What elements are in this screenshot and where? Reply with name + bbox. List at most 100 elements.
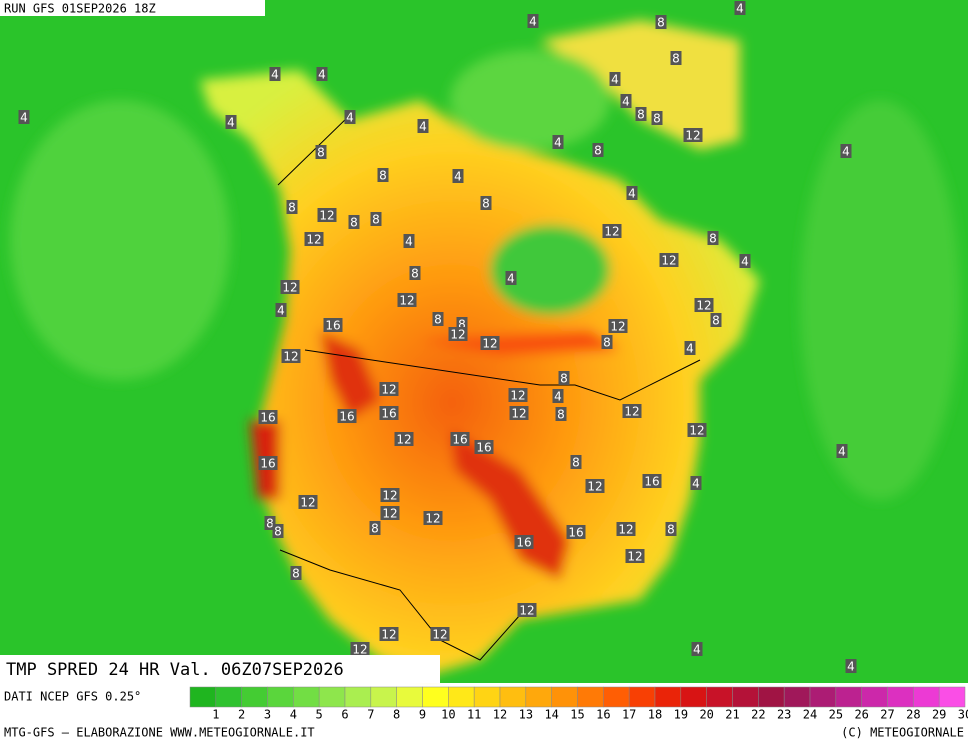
legend-swatch — [628, 686, 656, 708]
contour-label: 8 — [672, 52, 680, 66]
contour-label: 8 — [274, 525, 282, 539]
label-box — [690, 476, 702, 490]
label-box — [836, 444, 848, 458]
contour-label: 12 — [689, 424, 704, 438]
label-box — [315, 145, 327, 159]
legend: DATI NCEP GFS 0.25° 1 2 3 4 5 6 7 8 9 10 11 12 13 14 1… — [4, 686, 968, 722]
contour-label: 4 — [686, 342, 694, 356]
contour-label: 4 — [20, 111, 28, 125]
contour-label: 12 — [396, 433, 411, 447]
contour-label: 12 — [510, 389, 525, 403]
contour-label: 8 — [667, 523, 675, 537]
label-box — [304, 232, 324, 246]
contour-label: 12 — [425, 512, 440, 526]
legend-swatch — [370, 686, 397, 708]
label-box — [280, 280, 300, 294]
legend-tick-label: 19 — [674, 708, 688, 722]
contour-label: 12 — [432, 628, 447, 642]
contour-label: 8 — [379, 169, 387, 183]
legend-swatch — [603, 686, 630, 708]
contour-label: 12 — [352, 643, 367, 657]
legend-tick-label: 1 — [212, 708, 219, 722]
label-box — [517, 603, 537, 617]
contour-label: 12 — [382, 507, 397, 521]
contour-label: 12 — [627, 550, 642, 564]
label-box — [450, 432, 470, 446]
legend-swatch — [267, 686, 294, 708]
contour-label: 12 — [519, 604, 534, 618]
contour-label: 8 — [482, 197, 490, 211]
contour-label: 8 — [653, 112, 661, 126]
title-box — [0, 0, 265, 16]
contour-label: 8 — [637, 108, 645, 122]
map-caption: TMP SPRED 24 HR Val. 06Z07SEP2026 — [6, 660, 344, 680]
label-box — [558, 371, 570, 385]
label-box — [707, 231, 719, 245]
label-box — [585, 479, 605, 493]
contour-label: 12 — [399, 294, 414, 308]
label-box — [694, 298, 714, 312]
label-box — [552, 389, 564, 403]
contour-label: 12 — [381, 383, 396, 397]
contour-label: 8 — [292, 567, 300, 581]
label-box — [555, 407, 567, 421]
contour-label: 4 — [529, 15, 537, 29]
label-box — [655, 15, 667, 29]
label-box — [840, 144, 852, 158]
contour-label: 12 — [450, 328, 465, 342]
label-box — [269, 67, 281, 81]
label-box — [380, 488, 400, 502]
contour-label: 8 — [288, 201, 296, 215]
label-box — [317, 208, 337, 222]
legend-tick-label: 28 — [906, 708, 920, 722]
contour-label: 16 — [568, 526, 583, 540]
label-box — [608, 319, 628, 333]
legend-tick-label: 27 — [880, 708, 894, 722]
contour-label: 8 — [411, 267, 419, 281]
label-box — [380, 506, 400, 520]
label-box — [432, 312, 444, 326]
legend-tick-label: 9 — [419, 708, 426, 722]
contour-label: 12 — [685, 129, 700, 143]
contour-label: 4 — [346, 111, 354, 125]
label-box — [642, 474, 662, 488]
legend-tick-label: 20 — [699, 708, 713, 722]
legend-tick-label: 17 — [622, 708, 636, 722]
contour-label: 4 — [507, 272, 515, 286]
legend-tick-label: 18 — [648, 708, 662, 722]
label-box — [275, 303, 287, 317]
contour-label: 16 — [516, 536, 531, 550]
contour-label: 16 — [644, 475, 659, 489]
label-box — [258, 410, 278, 424]
label-box — [394, 432, 414, 446]
legend-tick-label: 2 — [238, 708, 245, 722]
legend-swatch — [215, 686, 242, 708]
legend-swatch — [938, 686, 966, 708]
label-box — [684, 341, 696, 355]
label-box — [635, 107, 647, 121]
legend-swatch — [525, 686, 552, 708]
label-box — [710, 313, 722, 327]
contour-label: 8 — [350, 216, 358, 230]
footer-left: MTG-GFS — ELABORAZIONE WWW.METEOGIORNALE… — [4, 726, 315, 740]
contour-label: 12 — [482, 337, 497, 351]
label-box — [626, 186, 638, 200]
label-box — [601, 335, 613, 349]
contour-label: 4 — [611, 73, 619, 87]
legend-swatch — [809, 686, 837, 708]
legend-tick-label: 5 — [316, 708, 323, 722]
label-box — [592, 143, 604, 157]
contour-label: 4 — [838, 445, 846, 459]
legend-swatch — [551, 686, 578, 708]
contour-label: 8 — [712, 314, 720, 328]
legend-swatch — [344, 686, 372, 708]
legend-tick-label: 12 — [493, 708, 507, 722]
contour-label: 12 — [696, 299, 711, 313]
legend-swatch — [732, 686, 759, 708]
label-box — [552, 135, 564, 149]
label-box — [452, 169, 464, 183]
label-box — [316, 67, 328, 81]
legend-tick-label: 7 — [367, 708, 374, 722]
label-box — [456, 317, 468, 331]
